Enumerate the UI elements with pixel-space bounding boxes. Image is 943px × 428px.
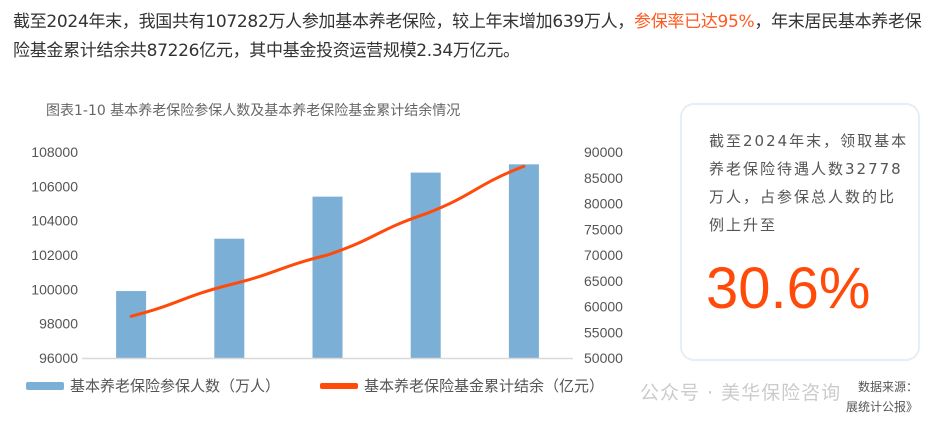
left-tick-label: 104000: [31, 213, 78, 229]
right-tick-label: 85000: [584, 170, 623, 186]
left-tick-label: 98000: [39, 316, 78, 332]
bar: [508, 164, 539, 358]
bar: [214, 238, 245, 358]
right-tick-label: 50000: [584, 350, 623, 366]
left-tick-label: 96000: [39, 350, 78, 366]
legend-bar-swatch: [26, 381, 64, 390]
left-tick-label: 108000: [31, 144, 78, 160]
right-tick-label: 55000: [584, 324, 623, 340]
bar: [410, 172, 441, 358]
legend-bar: 基本养老保险参保人数（万人）: [26, 375, 280, 396]
right-tick-label: 90000: [584, 144, 623, 160]
right-tick-label: 65000: [584, 273, 623, 289]
legend-line-swatch: [320, 382, 358, 389]
data-source: 数据来源： 展统计公报》: [683, 377, 918, 417]
intro-paragraph: 截至2024年末，我国共有107282万人参加基本养老保险，较上年末增加639万…: [13, 8, 938, 66]
bar: [116, 291, 147, 358]
watermark: 公众号 · 美华保险咨询: [640, 382, 842, 404]
left-tick-label: 102000: [31, 247, 78, 263]
source-label: 数据来源：: [857, 380, 918, 394]
right-tick-label: 70000: [584, 247, 623, 263]
legend-line: 基本养老保险基金累计结余（亿元）: [320, 375, 604, 396]
right-tick-label: 80000: [584, 196, 623, 212]
right-tick-label: 60000: [584, 299, 623, 315]
source-text: 展统计公报》: [845, 400, 918, 414]
chart-title: 图表1-10 基本养老保险参保人数及基本养老保险基金累计结余情况: [46, 103, 461, 119]
intro-part2: ，年末居民基本养老保险基金累计结余共87226亿元，其中基金投资运营规模2.34…: [13, 12, 922, 61]
left-tick-label: 100000: [31, 281, 78, 297]
right-tick-label: 75000: [584, 221, 623, 237]
intro-part1: 截至2024年末，我国共有107282万人参加基本养老保险，较上年末增加639万…: [13, 12, 635, 32]
stat-card-value: 30.6%: [706, 256, 871, 321]
stat-card-text: 截至2024年末，领取基本养老保险待遇人数32778万人，占参保总人数的比例上升…: [709, 132, 909, 234]
stat-card: 截至2024年末，领取基本养老保险待遇人数32778万人，占参保总人数的比例上升…: [680, 103, 920, 361]
left-tick-label: 106000: [31, 178, 78, 194]
legend-bar-label: 基本养老保险参保人数（万人）: [70, 377, 281, 395]
intro-highlight: 参保率已达95%: [634, 12, 755, 32]
bar: [312, 196, 343, 358]
legend-line-label: 基本养老保险基金累计结余（亿元）: [364, 377, 605, 395]
